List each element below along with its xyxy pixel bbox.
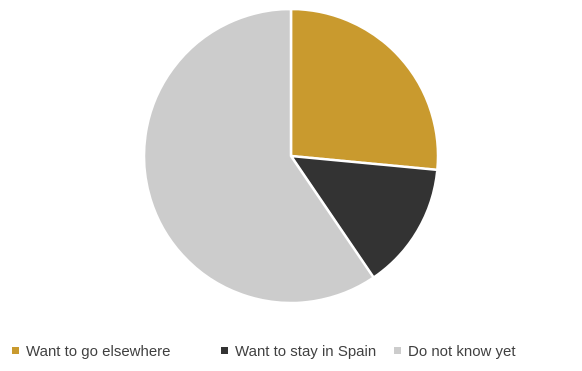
legend-swatch — [394, 347, 401, 354]
legend-item: Want to stay in Spain — [221, 343, 376, 360]
pie-slice-do-not-know-yet — [142, 7, 375, 305]
pie-slices — [142, 7, 440, 305]
legend-swatch — [221, 347, 228, 354]
legend: Want to go elsewhere Want to stay in Spai… — [12, 343, 516, 360]
legend-item: Do not know yet — [394, 343, 516, 360]
pie-slice-want-to-stay-in-spain — [289, 154, 439, 279]
pie-slice-want-to-go-elsewhere — [289, 7, 440, 172]
legend-item: Want to go elsewhere — [12, 343, 171, 360]
legend-label: Want to stay in Spain — [235, 343, 376, 360]
legend-swatch — [12, 347, 19, 354]
legend-label: Want to go elsewhere — [26, 343, 171, 360]
legend-label: Do not know yet — [408, 343, 516, 360]
